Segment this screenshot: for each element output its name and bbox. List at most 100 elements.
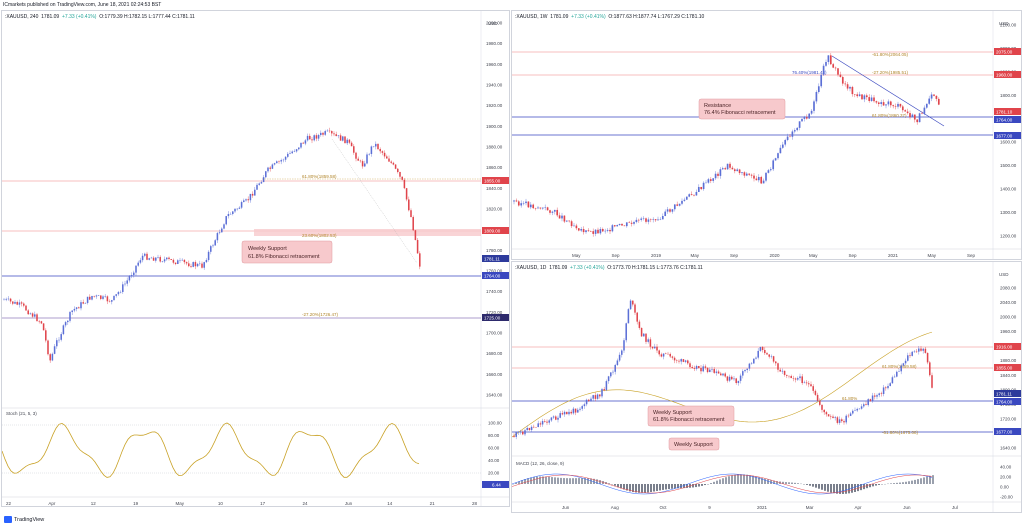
candle-body — [108, 301, 111, 302]
macd-bar — [866, 484, 868, 489]
candle-body — [790, 376, 792, 379]
candle-body — [102, 296, 104, 299]
macd-bar — [596, 479, 598, 484]
time-axis-label: 10 — [218, 501, 224, 506]
candle-body — [243, 200, 245, 203]
macd-bar — [851, 484, 853, 493]
stoch-value-tag: 6.44 — [492, 483, 501, 488]
candle-body — [678, 203, 681, 206]
candle-body — [832, 416, 834, 419]
price-chart-d1[interactable]: USD 61.80%(1859.58) 61.80% -61.80%(1675.… — [512, 262, 1022, 513]
note-box — [241, 240, 333, 264]
macd-bar — [701, 484, 703, 486]
candle-body — [731, 376, 733, 380]
price-chart-w1[interactable]: USD -61.80%(2064.05) -27.20%(1985.51) 76… — [512, 11, 1022, 260]
candle-body — [849, 86, 851, 89]
time-axis-label: 22 — [6, 501, 12, 506]
chart-panel-d1[interactable]: :XAUUSD, 1D 1781.09 +7.33 (+0.41%) O:177… — [511, 261, 1022, 513]
price-axis-label: 1880.00 — [1000, 358, 1017, 363]
candle-body — [744, 369, 746, 372]
macd-bar — [821, 484, 823, 490]
candle-body — [410, 210, 412, 218]
candle-body — [829, 55, 832, 65]
price-axis-label: 1720.00 — [1000, 416, 1017, 421]
candle-body — [642, 218, 645, 219]
note2: Weekly Support — [674, 442, 713, 448]
candle-body — [568, 411, 570, 415]
candle-body — [587, 230, 590, 232]
candle-body — [651, 346, 654, 349]
candle-body — [392, 162, 395, 165]
time-axis-label: 21 — [430, 501, 436, 506]
candle-body — [570, 411, 572, 414]
candle-body — [783, 370, 786, 375]
candle-body — [797, 378, 799, 380]
macd-bar — [629, 484, 631, 492]
candle-body — [861, 94, 863, 100]
macd-bar — [542, 476, 544, 484]
macd-bar — [794, 482, 796, 484]
candle-body — [834, 67, 837, 69]
candle-body — [885, 387, 887, 389]
candle-body — [860, 406, 863, 409]
macd-bar — [806, 484, 808, 485]
price-axis-label: 1880.00 — [486, 145, 503, 150]
candle-body — [203, 262, 205, 268]
price-axis-label: 1840.00 — [1000, 373, 1017, 378]
candle-body — [690, 194, 693, 196]
candle-body — [563, 215, 566, 222]
candle-body — [871, 395, 874, 402]
fib-label-1: 61.80%(1859.58) — [882, 364, 917, 369]
macd-bar — [818, 484, 820, 489]
time-axis-label: May — [928, 253, 937, 258]
macd-bar — [908, 481, 910, 484]
candle-body — [671, 356, 674, 358]
candle-body — [386, 156, 388, 159]
candle-body — [394, 164, 397, 169]
candle-body — [225, 216, 227, 225]
price-tag-c: 1781.11 — [484, 257, 500, 262]
candle-body — [858, 94, 861, 97]
candle-body — [913, 351, 916, 353]
time-axis-label: 2021 — [888, 253, 899, 258]
macd-bar — [560, 477, 562, 484]
macd-bar — [857, 484, 859, 492]
macd-bar — [623, 484, 625, 490]
price-chart-h4[interactable]: USD 61.80%(1859.58) 23.60%(1802.53) -27.… — [2, 11, 510, 507]
candle-body — [256, 184, 258, 190]
candle-body — [324, 131, 326, 135]
macd-bar — [605, 482, 607, 484]
candle-body — [918, 113, 921, 123]
price: 1781.09 — [550, 14, 569, 20]
candle-body — [656, 346, 658, 351]
candle-body — [62, 325, 65, 335]
candle-body — [16, 301, 18, 305]
candle-body — [637, 219, 640, 221]
candle-body — [762, 180, 765, 184]
candle-body — [634, 304, 636, 313]
candle-body — [684, 360, 687, 362]
fib-label-1: 61.80%(1859.58) — [302, 174, 337, 179]
candle-body — [599, 394, 601, 397]
candle-body — [691, 367, 693, 369]
candle-body — [577, 409, 579, 413]
candle-body — [814, 390, 817, 395]
candle-body — [210, 246, 212, 252]
candle-body — [661, 216, 664, 220]
macd-bar — [656, 484, 658, 491]
candle-body — [922, 348, 924, 351]
candle-body — [546, 421, 548, 423]
chart-panel-w1[interactable]: :XAUUSD, 1W 1781.09 +7.33 (+0.41%) O:187… — [511, 10, 1022, 260]
macd-bar — [902, 482, 904, 484]
tradingview-logo[interactable]: TradingView — [4, 516, 44, 523]
candle-body — [104, 296, 106, 297]
candle-body — [133, 272, 135, 276]
price-axis-label: 1700.00 — [486, 331, 503, 336]
price-tag-b: 1809.00 — [484, 229, 501, 234]
candle-body — [541, 421, 544, 425]
chart-panel-h4[interactable]: :XAUUSD, 240 1781.09 +7.33 (+0.41%) O:17… — [1, 10, 510, 507]
candle-body — [873, 97, 875, 102]
candle-body — [882, 102, 885, 106]
price-tag-a: 2075.00 — [996, 50, 1013, 55]
candle-body — [720, 373, 722, 376]
